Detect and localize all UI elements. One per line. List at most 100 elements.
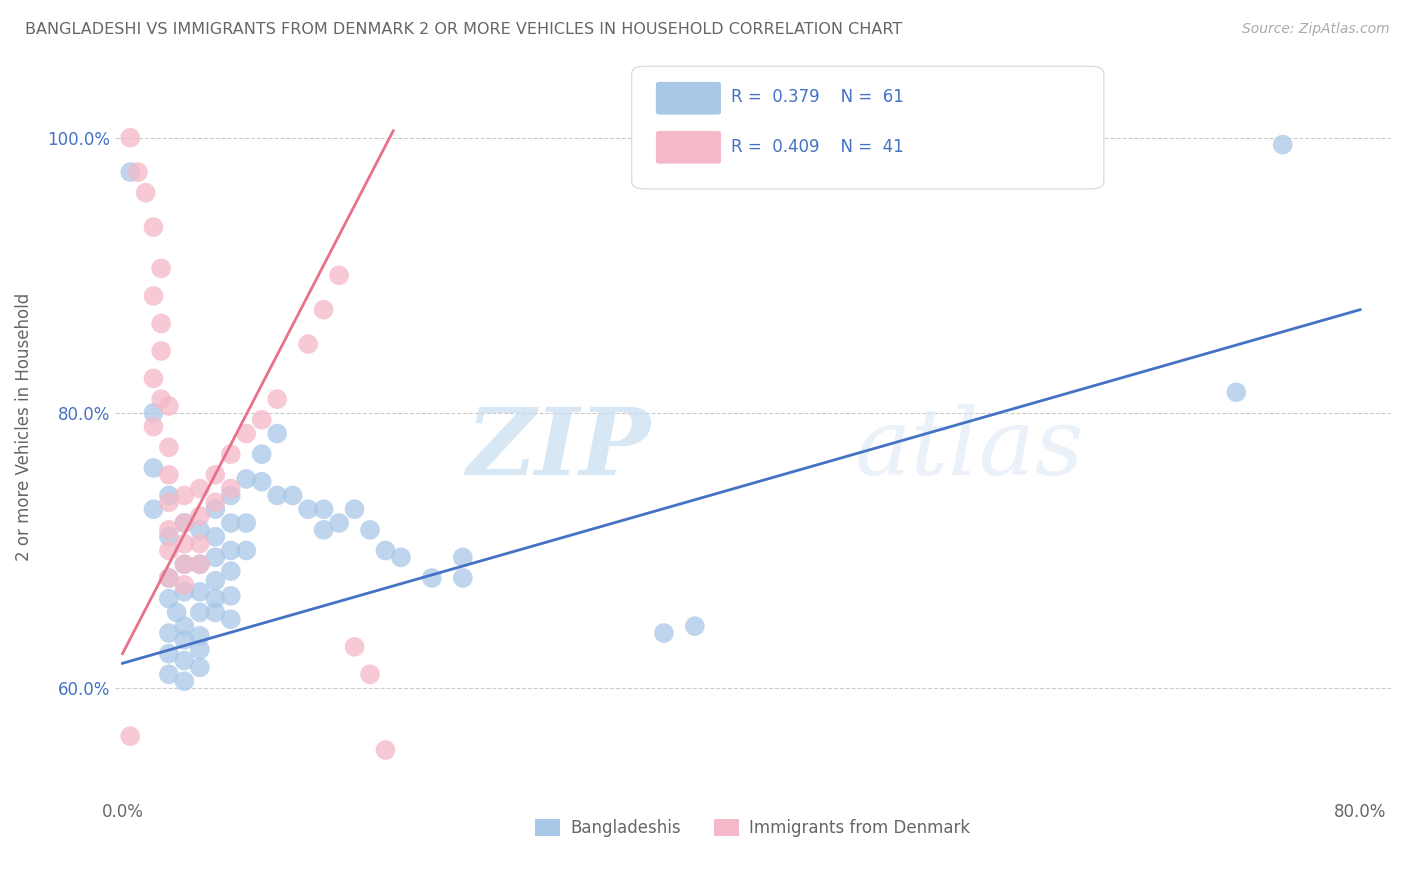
Point — [157, 488, 180, 502]
Point — [150, 261, 173, 276]
Point — [142, 406, 165, 420]
Point — [188, 584, 211, 599]
Point — [219, 612, 242, 626]
Point — [219, 447, 242, 461]
Point — [204, 467, 226, 482]
Point — [250, 447, 273, 461]
Point — [374, 743, 396, 757]
Point — [157, 571, 180, 585]
Point — [451, 550, 474, 565]
Point — [173, 674, 195, 689]
Text: BANGLADESHI VS IMMIGRANTS FROM DENMARK 2 OR MORE VEHICLES IN HOUSEHOLD CORRELATI: BANGLADESHI VS IMMIGRANTS FROM DENMARK 2… — [25, 22, 903, 37]
Point — [157, 591, 180, 606]
Text: R =  0.409    N =  41: R = 0.409 N = 41 — [731, 137, 904, 155]
FancyBboxPatch shape — [655, 131, 721, 163]
Point — [235, 516, 257, 530]
Point — [173, 632, 195, 647]
Point — [157, 530, 180, 544]
Point — [120, 130, 142, 145]
Point — [157, 495, 180, 509]
Point — [204, 530, 226, 544]
Point — [173, 516, 195, 530]
Point — [219, 516, 242, 530]
Point — [173, 619, 195, 633]
Point — [127, 165, 149, 179]
Point — [142, 461, 165, 475]
Point — [173, 558, 195, 572]
Point — [142, 419, 165, 434]
Point — [173, 536, 195, 550]
Point — [173, 516, 195, 530]
Legend: Bangladeshis, Immigrants from Denmark: Bangladeshis, Immigrants from Denmark — [527, 811, 979, 846]
Point — [389, 550, 412, 565]
FancyBboxPatch shape — [631, 66, 1104, 189]
Point — [219, 482, 242, 496]
Point — [150, 343, 173, 358]
Point — [173, 488, 195, 502]
Point — [250, 475, 273, 489]
Point — [204, 502, 226, 516]
Point — [157, 571, 180, 585]
Point — [157, 626, 180, 640]
Point — [120, 729, 142, 743]
Point — [150, 392, 173, 406]
Point — [188, 629, 211, 643]
Point — [188, 558, 211, 572]
Point — [219, 589, 242, 603]
Point — [157, 399, 180, 413]
Point — [266, 392, 288, 406]
Text: R =  0.379    N =  61: R = 0.379 N = 61 — [731, 88, 904, 106]
Point — [150, 317, 173, 331]
FancyBboxPatch shape — [655, 82, 721, 114]
Point — [1225, 385, 1247, 400]
Point — [142, 220, 165, 235]
Point — [157, 523, 180, 537]
Point — [188, 558, 211, 572]
Point — [235, 426, 257, 441]
Point — [343, 502, 366, 516]
Point — [219, 564, 242, 578]
Point — [374, 543, 396, 558]
Point — [173, 578, 195, 592]
Point — [157, 440, 180, 454]
Point — [250, 413, 273, 427]
Point — [235, 543, 257, 558]
Point — [204, 574, 226, 588]
Point — [135, 186, 157, 200]
Point — [188, 509, 211, 524]
Point — [328, 516, 350, 530]
Point — [359, 667, 381, 681]
Point — [142, 371, 165, 385]
Point — [188, 660, 211, 674]
Point — [188, 642, 211, 657]
Point — [188, 536, 211, 550]
Point — [312, 502, 335, 516]
Point — [266, 488, 288, 502]
Y-axis label: 2 or more Vehicles in Household: 2 or more Vehicles in Household — [15, 293, 32, 561]
Text: atlas: atlas — [855, 404, 1084, 494]
Point — [157, 667, 180, 681]
Point — [420, 571, 443, 585]
Point — [142, 502, 165, 516]
Point — [157, 647, 180, 661]
Point — [188, 606, 211, 620]
Point — [173, 654, 195, 668]
Point — [173, 558, 195, 572]
Point — [157, 467, 180, 482]
Point — [312, 523, 335, 537]
Point — [204, 550, 226, 565]
Point — [157, 543, 180, 558]
Point — [297, 337, 319, 351]
Point — [120, 165, 142, 179]
Point — [297, 502, 319, 516]
Point — [652, 626, 675, 640]
Point — [451, 571, 474, 585]
Point — [312, 302, 335, 317]
Point — [266, 426, 288, 441]
Text: Source: ZipAtlas.com: Source: ZipAtlas.com — [1241, 22, 1389, 37]
Point — [1271, 137, 1294, 152]
Point — [281, 488, 304, 502]
Point — [359, 523, 381, 537]
Point — [166, 606, 188, 620]
Text: ZIP: ZIP — [467, 404, 651, 494]
